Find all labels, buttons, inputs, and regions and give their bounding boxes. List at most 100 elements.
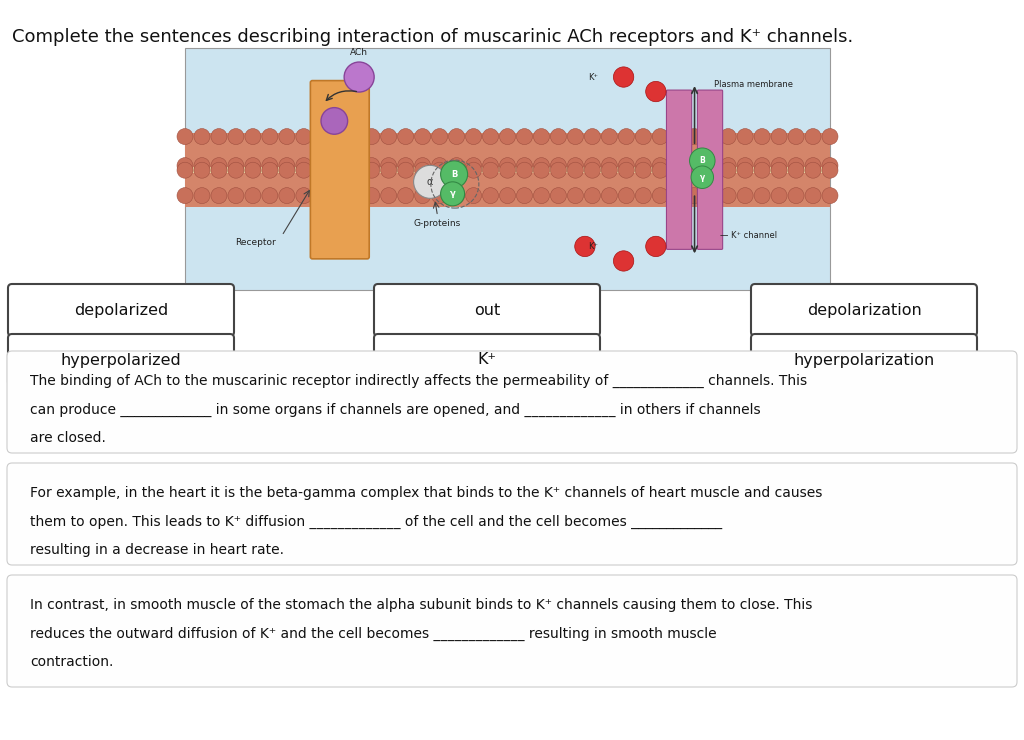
Circle shape (262, 162, 278, 178)
FancyBboxPatch shape (374, 284, 600, 336)
Text: out: out (474, 303, 500, 317)
Text: them to open. This leads to K⁺ diffusion _____________ of the cell and the cell : them to open. This leads to K⁺ diffusion… (30, 514, 722, 528)
Circle shape (670, 188, 685, 204)
Circle shape (635, 158, 651, 174)
Text: B: B (699, 156, 706, 165)
Text: — K⁺ channel: — K⁺ channel (720, 232, 777, 240)
Circle shape (771, 129, 787, 144)
Circle shape (482, 129, 499, 144)
Circle shape (737, 158, 753, 174)
Text: depolarization: depolarization (807, 303, 922, 317)
Circle shape (771, 158, 787, 174)
Circle shape (482, 162, 499, 178)
Circle shape (279, 188, 295, 204)
Circle shape (347, 188, 362, 204)
Text: K⁺: K⁺ (477, 352, 497, 368)
Circle shape (381, 129, 396, 144)
Circle shape (788, 188, 804, 204)
FancyBboxPatch shape (7, 351, 1017, 453)
Circle shape (567, 188, 584, 204)
Circle shape (245, 162, 261, 178)
Circle shape (415, 188, 431, 204)
Circle shape (432, 188, 447, 204)
Circle shape (686, 188, 702, 204)
Circle shape (822, 188, 838, 204)
Circle shape (652, 188, 669, 204)
Circle shape (703, 188, 719, 204)
Circle shape (686, 162, 702, 178)
Circle shape (720, 158, 736, 174)
Text: are closed.: are closed. (30, 431, 105, 445)
Circle shape (312, 158, 329, 174)
Circle shape (194, 129, 210, 144)
Circle shape (364, 162, 380, 178)
Circle shape (670, 162, 685, 178)
Circle shape (177, 158, 193, 174)
Circle shape (296, 162, 311, 178)
Text: contraction.: contraction. (30, 655, 114, 669)
Circle shape (321, 107, 347, 134)
Circle shape (618, 158, 634, 174)
FancyBboxPatch shape (7, 575, 1017, 687)
Bar (185, 48, 830, 290)
Circle shape (397, 162, 414, 178)
Circle shape (635, 162, 651, 178)
Circle shape (601, 158, 617, 174)
Circle shape (500, 158, 515, 174)
Circle shape (805, 188, 821, 204)
Circle shape (296, 129, 311, 144)
Circle shape (534, 162, 550, 178)
Circle shape (516, 158, 532, 174)
Circle shape (754, 188, 770, 204)
Circle shape (330, 129, 346, 144)
Circle shape (312, 188, 329, 204)
Text: Complete the sentences describing interaction of muscarinic ACh receptors and K⁺: Complete the sentences describing intera… (12, 28, 853, 46)
Text: can produce _____________ in some organs if channels are opened, and ___________: can produce _____________ in some organs… (30, 403, 761, 417)
Circle shape (347, 162, 362, 178)
Circle shape (344, 62, 374, 92)
Circle shape (381, 188, 396, 204)
Circle shape (414, 165, 446, 198)
Circle shape (330, 162, 346, 178)
Circle shape (534, 158, 550, 174)
Circle shape (534, 129, 550, 144)
Circle shape (397, 188, 414, 204)
Text: depolarized: depolarized (74, 303, 168, 317)
Circle shape (466, 162, 481, 178)
FancyBboxPatch shape (667, 90, 691, 249)
Circle shape (567, 129, 584, 144)
Circle shape (500, 162, 515, 178)
Circle shape (585, 129, 600, 144)
Circle shape (262, 129, 278, 144)
Circle shape (574, 236, 595, 257)
Circle shape (670, 129, 685, 144)
FancyBboxPatch shape (8, 284, 234, 336)
Circle shape (635, 188, 651, 204)
Circle shape (330, 158, 346, 174)
Circle shape (613, 67, 634, 87)
Circle shape (737, 162, 753, 178)
Circle shape (296, 188, 311, 204)
Circle shape (262, 158, 278, 174)
Text: γ: γ (450, 189, 456, 198)
Circle shape (670, 158, 685, 174)
Circle shape (686, 129, 702, 144)
Circle shape (737, 188, 753, 204)
Circle shape (397, 158, 414, 174)
Circle shape (646, 81, 666, 101)
Circle shape (822, 129, 838, 144)
Circle shape (432, 129, 447, 144)
Circle shape (432, 158, 447, 174)
Circle shape (211, 162, 227, 178)
Circle shape (585, 162, 600, 178)
Text: In contrast, in smooth muscle of the stomach the alpha subunit binds to K⁺ chann: In contrast, in smooth muscle of the sto… (30, 598, 812, 612)
Text: For example, in the heart it is the beta-gamma complex that binds to the K⁺ chan: For example, in the heart it is the beta… (30, 486, 822, 500)
Text: γ: γ (699, 172, 705, 182)
Text: ACh: ACh (350, 48, 369, 57)
Circle shape (466, 129, 481, 144)
Circle shape (613, 251, 634, 271)
Circle shape (194, 162, 210, 178)
FancyBboxPatch shape (751, 334, 977, 386)
Circle shape (737, 129, 753, 144)
Circle shape (551, 188, 566, 204)
